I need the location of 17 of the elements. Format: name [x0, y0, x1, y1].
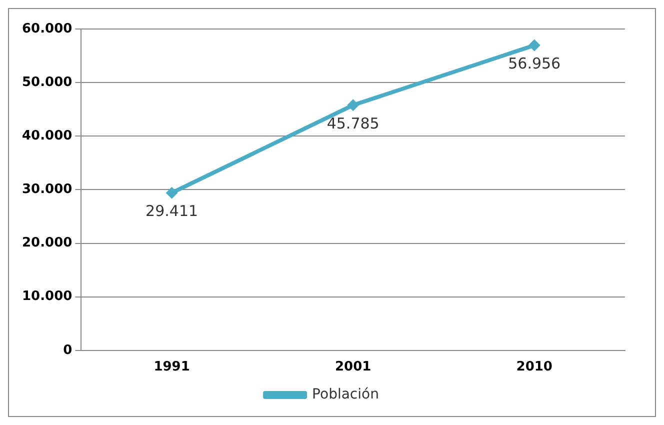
- y-tick-label: 60.000: [22, 21, 72, 36]
- point: [166, 186, 178, 199]
- y-tick-label: 10.000: [22, 289, 72, 304]
- point: [528, 39, 540, 52]
- data-label: 45.785: [326, 114, 380, 133]
- x-tick-label: 2010: [516, 360, 552, 375]
- y-tick-label: 20.000: [22, 236, 72, 251]
- point: [347, 99, 360, 112]
- data-label: 29.411: [146, 202, 198, 220]
- y-tick-label: 0: [63, 342, 72, 358]
- x-tick-label: 2001: [334, 360, 372, 375]
- y-tick-label: 50.000: [22, 74, 72, 90]
- y-tick-label: 40.000: [22, 128, 72, 144]
- y-tick-label: 30.000: [22, 182, 72, 198]
- x-tick-label: 1991: [154, 360, 190, 375]
- data-label: 56.956: [508, 54, 561, 73]
- legend-label: Población: [312, 386, 379, 403]
